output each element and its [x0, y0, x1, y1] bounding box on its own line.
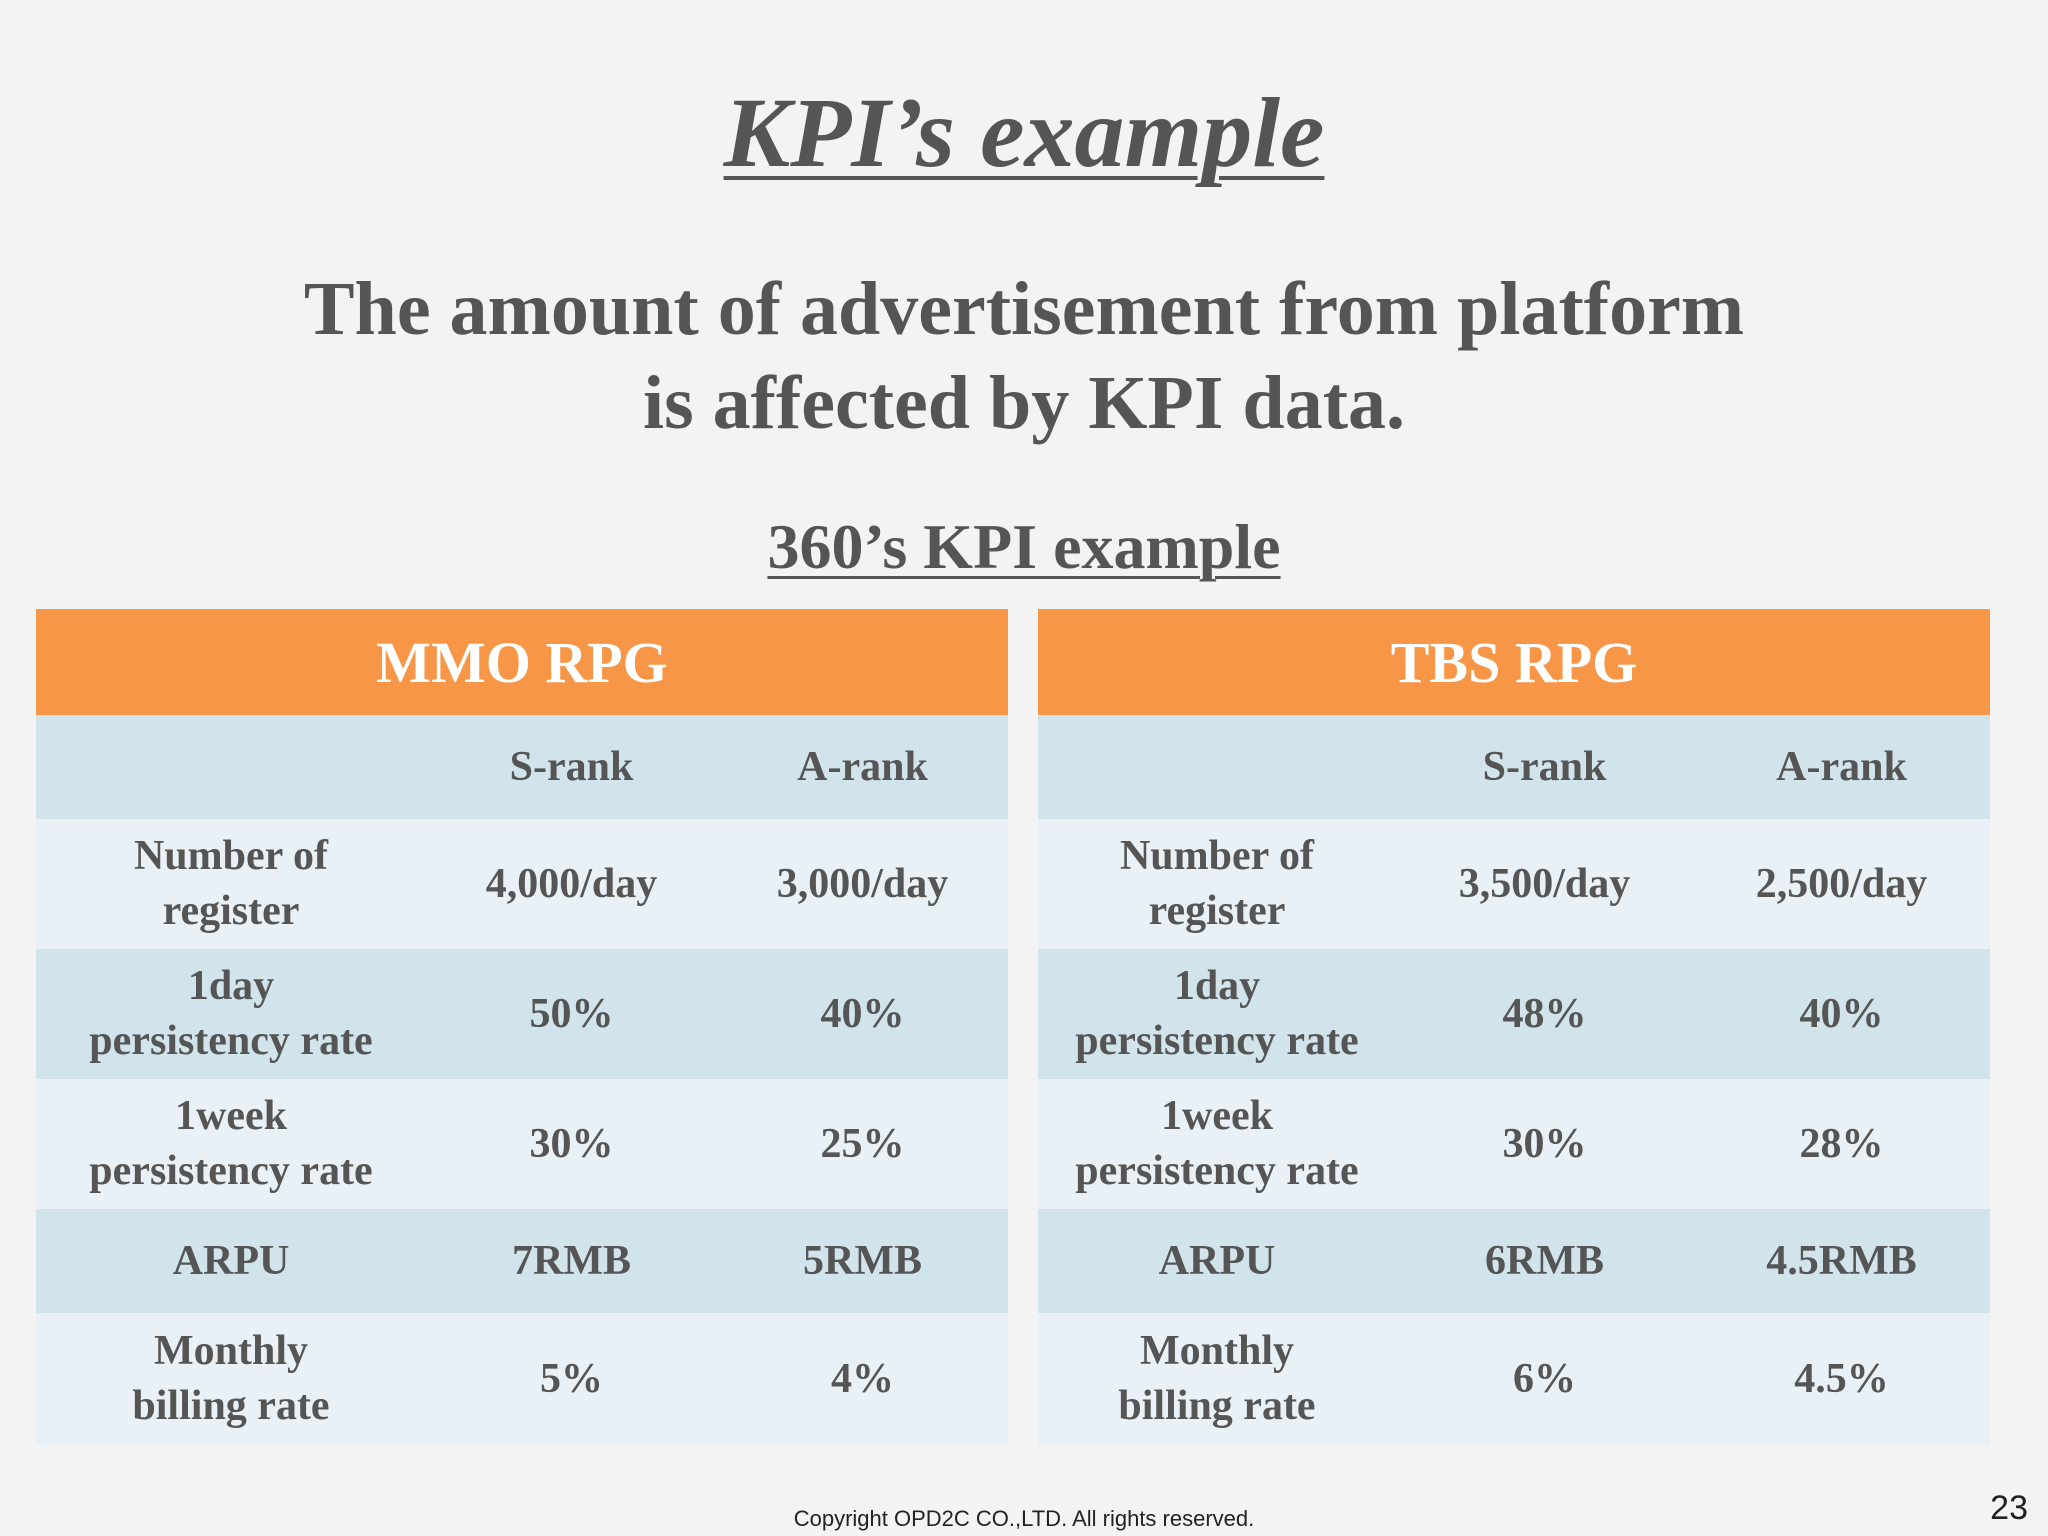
mmo-row-label-line2: persistency rate [89, 1148, 373, 1194]
tbs-row-label-line2: persistency rate [1075, 1018, 1359, 1064]
mmo-header-empty-cell [36, 715, 426, 819]
tbs-row-label-line1: 1week [1161, 1093, 1273, 1139]
mmo-s-value: 30% [426, 1079, 717, 1209]
tbs-row-label-line2: billing rate [1118, 1383, 1316, 1429]
mmo-s-value: 50% [426, 949, 717, 1079]
tbs-s-value: 3,500/day [1396, 819, 1693, 949]
tbs-rpg-kpi-table: TBS RPG S-rank A-rank Number of register… [1038, 609, 1990, 1445]
mmo-row-label-line1: 1week [175, 1093, 287, 1139]
tbs-row-1week: 1week persistency rate 30% 28% [1038, 1079, 1990, 1209]
section-heading-text: 360’s KPI example [767, 511, 1281, 582]
tbs-row-label-line1: Number of [1119, 833, 1315, 879]
mmo-row-label: Monthly billing rate [36, 1313, 426, 1445]
mmo-s-value: 5% [426, 1313, 717, 1445]
mmo-row-label-line1: Number of [133, 833, 329, 879]
tbs-col-a-rank: A-rank [1693, 715, 1990, 819]
mmo-row-label-line1: 1day [187, 963, 275, 1009]
mmo-col-a-rank: A-rank [717, 715, 1009, 819]
tbs-row-monthly: Monthly billing rate 6% 4.5% [1038, 1313, 1990, 1445]
copyright-notice: Copyright OPD2C CO.,LTD. All rights rese… [793, 1506, 1255, 1531]
tbs-row-label-line1: Monthly [1139, 1328, 1294, 1374]
mmo-column-header-row: S-rank A-rank [36, 715, 1009, 819]
mmo-row-label-line2: billing rate [132, 1383, 330, 1429]
tbs-row-label: Monthly billing rate [1038, 1313, 1396, 1445]
subtitle-line-2: is affected by KPI data. [642, 361, 1406, 445]
tbs-row-label: ARPU [1038, 1209, 1396, 1313]
mmo-row-label: Number of register [36, 819, 426, 949]
tbs-row-label: 1week persistency rate [1038, 1079, 1396, 1209]
tbs-table-title: TBS RPG [1038, 609, 1990, 715]
mmo-s-value: 4,000/day [426, 819, 717, 949]
mmo-row-label-line1: Monthly [153, 1328, 308, 1374]
page-number: 23 [1990, 1489, 2028, 1527]
tbs-row-label-line2: register [1148, 888, 1286, 934]
section-heading: 360’s KPI example [0, 512, 2048, 582]
tbs-a-value: 4.5RMB [1693, 1209, 1990, 1313]
mmo-row-1day: 1day persistency rate 50% 40% [36, 949, 1009, 1079]
tbs-row-1day: 1day persistency rate 48% 40% [1038, 949, 1990, 1079]
tbs-row-arpu: ARPU 6RMB 4.5RMB [1038, 1209, 1990, 1313]
tbs-s-value: 6% [1396, 1313, 1693, 1445]
mmo-table-title: MMO RPG [36, 609, 1009, 715]
tbs-row-register: Number of register 3,500/day 2,500/day [1038, 819, 1990, 949]
tbs-row-label-line1: 1day [1173, 963, 1261, 1009]
mmo-a-value: 4% [717, 1313, 1009, 1445]
tbs-col-s-rank: S-rank [1396, 715, 1693, 819]
mmo-a-value: 5RMB [717, 1209, 1009, 1313]
tbs-row-label-line2: persistency rate [1075, 1148, 1359, 1194]
tbs-row-label: 1day persistency rate [1038, 949, 1396, 1079]
tbs-a-value: 40% [1693, 949, 1990, 1079]
mmo-a-value: 25% [717, 1079, 1009, 1209]
mmo-s-value: 7RMB [426, 1209, 717, 1313]
mmo-row-register: Number of register 4,000/day 3,000/day [36, 819, 1009, 949]
tbs-s-value: 30% [1396, 1079, 1693, 1209]
tbs-s-value: 6RMB [1396, 1209, 1693, 1313]
mmo-row-1week: 1week persistency rate 30% 25% [36, 1079, 1009, 1209]
mmo-col-s-rank: S-rank [426, 715, 717, 819]
slide-subtitle: The amount of advertisement from platfor… [0, 262, 2048, 450]
mmo-a-value: 3,000/day [717, 819, 1009, 949]
mmo-row-label: ARPU [36, 1209, 426, 1313]
mmo-a-value: 40% [717, 949, 1009, 1079]
mmo-row-label: 1week persistency rate [36, 1079, 426, 1209]
mmo-row-label-line2: register [162, 888, 300, 934]
mmo-row-monthly: Monthly billing rate 5% 4% [36, 1313, 1009, 1445]
mmo-row-arpu: ARPU 7RMB 5RMB [36, 1209, 1009, 1313]
slide-title: KPI’s example [0, 78, 2048, 188]
tbs-row-label: Number of register [1038, 819, 1396, 949]
tbs-s-value: 48% [1396, 949, 1693, 1079]
mmo-row-label-line2: persistency rate [89, 1018, 373, 1064]
tbs-a-value: 4.5% [1693, 1313, 1990, 1445]
tbs-header-empty-cell [1038, 715, 1396, 819]
tbs-column-header-row: S-rank A-rank [1038, 715, 1990, 819]
subtitle-line-1: The amount of advertisement from platfor… [303, 267, 1745, 351]
tbs-a-value: 28% [1693, 1079, 1990, 1209]
mmo-row-label: 1day persistency rate [36, 949, 426, 1079]
mmo-rpg-kpi-table: MMO RPG S-rank A-rank Number of register… [36, 609, 1009, 1445]
tbs-a-value: 2,500/day [1693, 819, 1990, 949]
slide-title-text: KPI’s example [723, 77, 1325, 188]
